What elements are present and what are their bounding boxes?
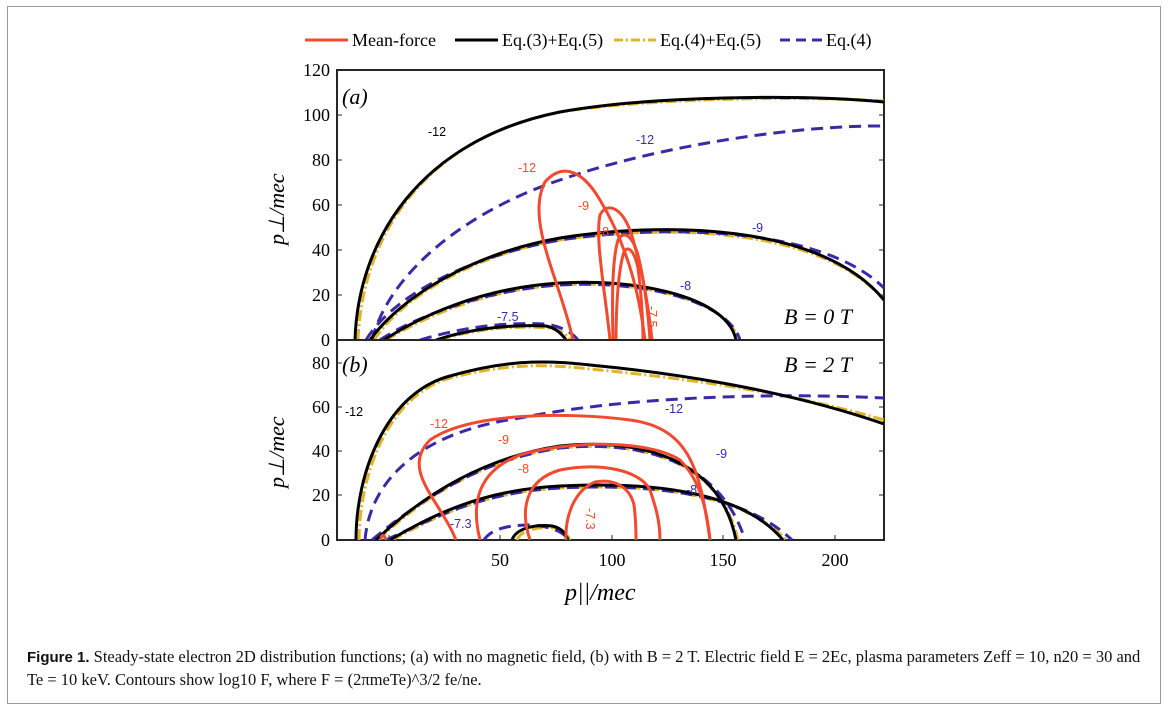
panel-b-ytick-60: 60 — [312, 397, 330, 417]
panel-a-ytick-labels: 0 20 40 60 80 100 120 — [303, 60, 330, 350]
panel-b-ytick-0: 0 — [321, 530, 330, 550]
panel-a-ylabel: p⊥/mec — [264, 173, 289, 247]
panel-a-tag: (a) — [342, 84, 368, 109]
panel-a-clabel-blue-75: -7.5 — [497, 310, 519, 324]
panel-a-field-label: B = 0 T — [784, 304, 854, 329]
panel-b-ytick-40: 40 — [312, 441, 330, 461]
panel-a-contour-labels: -12 -12 -9 -8 -7.5 -12 -9 -8 -7.5 — [428, 125, 763, 328]
panel-a-clabel-blue-9: -9 — [752, 221, 763, 235]
panel-a-clabel-blue-8: -8 — [680, 279, 691, 293]
panel-a-clabel-black-12: -12 — [428, 125, 446, 139]
figure-frame — [7, 6, 1161, 704]
figure-caption: Figure 1. Steady-state electron 2D distr… — [27, 646, 1147, 691]
panel-b-clabel-blue-73: -7.3 — [450, 517, 472, 531]
panel-b-clabel-red-73: -7.3 — [583, 508, 597, 530]
xtick-100: 100 — [599, 550, 626, 570]
panel-a-clabel-red-8: -8 — [598, 225, 609, 239]
panel-b-ytick-20: 20 — [312, 485, 330, 505]
panel-a-clabel-red-9: -9 — [578, 199, 589, 213]
xtick-50: 50 — [491, 550, 509, 570]
legend-eq4-label: Eq.(4) — [826, 30, 871, 51]
xaxis-tick-labels: 0 50 100 150 200 — [385, 550, 849, 570]
legend-eq45-label: Eq.(4)+Eq.(5) — [660, 30, 761, 51]
figure-plot: Mean-force Eq.(3)+Eq.(5) Eq.(4)+Eq.(5) E… — [264, 30, 885, 606]
xtick-200: 200 — [822, 550, 849, 570]
panel-a: 0 20 40 60 80 100 120 p⊥/mec (a) B = 0 T — [264, 60, 885, 350]
xaxis-label: p||/mec — [563, 580, 636, 606]
panel-b-ytick-labels: 0 20 40 60 80 — [312, 353, 330, 550]
panel-a-ytick-100: 100 — [303, 105, 330, 125]
panel-b-ylabel: p⊥/mec — [264, 416, 289, 490]
panel-a-ytick-40: 40 — [312, 240, 330, 260]
panel-a-yticks — [337, 114, 884, 296]
panel-b-clabel-red-12: -12 — [430, 417, 448, 431]
panel-b-field-label: B = 2 T — [784, 352, 854, 377]
panel-b-tag: (b) — [342, 352, 368, 377]
panel-b: 0 20 40 60 80 0 50 100 150 200 p⊥/mec p|… — [264, 339, 885, 606]
panel-b-clabel-blue-12: -12 — [665, 402, 683, 416]
panel-a-clabel-blue-12: -12 — [636, 133, 654, 147]
panel-b-clabel-red-8: -8 — [518, 462, 529, 476]
panel-a-clabel-red-12: -12 — [518, 161, 536, 175]
panel-b-ticks — [337, 362, 884, 540]
panel-a-ytick-120: 120 — [303, 60, 330, 80]
caption-text: Steady-state electron 2D distribution fu… — [27, 647, 1141, 689]
panel-b-eq35-contours — [354, 360, 884, 540]
legend-eq35-label: Eq.(3)+Eq.(5) — [502, 30, 603, 51]
legend: Mean-force Eq.(3)+Eq.(5) Eq.(4)+Eq.(5) E… — [305, 30, 871, 51]
panel-a-eq35-contours — [353, 95, 884, 340]
panel-a-mean-force-contours — [537, 169, 654, 340]
panel-b-clabel-red-9: -9 — [498, 433, 509, 447]
panel-a-ytick-80: 80 — [312, 150, 330, 170]
panel-a-ytick-60: 60 — [312, 195, 330, 215]
panel-b-clabel-blue-8: -8 — [686, 483, 697, 497]
panel-a-ytick-0: 0 — [321, 330, 330, 350]
panel-b-ytick-80: 80 — [312, 353, 330, 373]
panel-b-clabel-blue-9: -9 — [716, 447, 727, 461]
caption-label: Figure 1. — [27, 649, 90, 666]
panel-b-axes-box — [336, 339, 885, 541]
xtick-150: 150 — [710, 550, 737, 570]
panel-b-clabel-black-12: -12 — [345, 405, 363, 419]
panel-b-mean-force-contours — [379, 413, 712, 540]
panel-a-ytick-20: 20 — [312, 285, 330, 305]
xtick-0: 0 — [385, 550, 394, 570]
legend-mean-force-label: Mean-force — [352, 30, 436, 50]
panel-b-contour-labels: -12 -12 -9 -8 -7.3 -12 -9 -8 -7.3 — [345, 402, 727, 531]
panel-a-clabel-red-75: -7.5 — [645, 306, 659, 328]
panel-a-axes-box — [336, 69, 885, 341]
